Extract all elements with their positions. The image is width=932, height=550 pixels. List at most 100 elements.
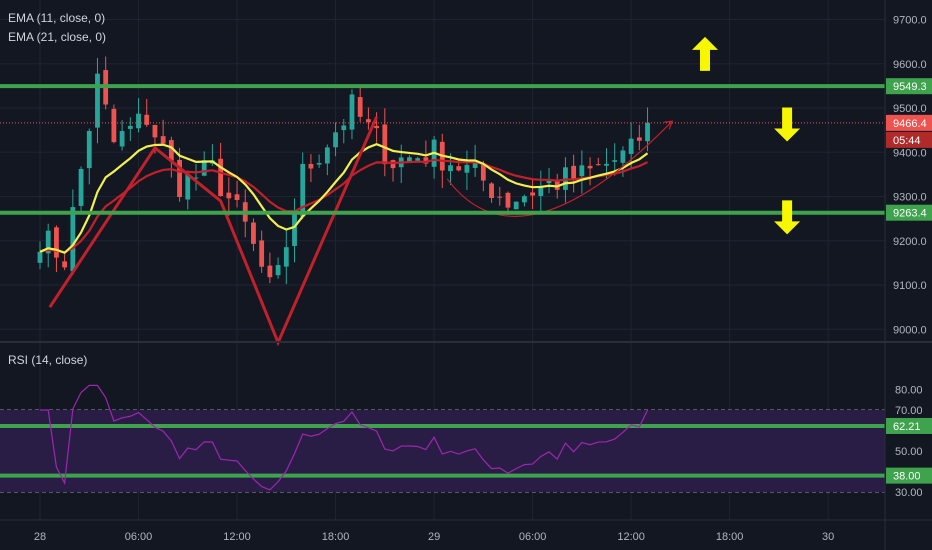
rsi-level-tag[interactable]: 62.21 [886,417,932,434]
candle[interactable] [349,94,355,130]
down-arrow-resistance[interactable] [774,107,801,142]
ema-slow-legend[interactable]: EMA (21, close, 0) [8,30,106,44]
candle[interactable] [636,137,642,141]
candle[interactable] [456,166,462,171]
candle[interactable] [45,230,51,254]
candle[interactable] [341,125,347,131]
candle[interactable] [267,265,273,278]
candle[interactable] [136,113,141,129]
candle[interactable] [480,164,486,181]
candle[interactable] [251,222,256,244]
candle[interactable] [201,160,207,176]
time-axis[interactable]: 28 06:00 12:00 18:00 29 06:00 12:00 18:00 30 [34,531,834,543]
rsi-line[interactable] [40,384,649,491]
candle[interactable] [37,251,43,263]
time-tick-label: 06:00 [125,531,153,543]
candle[interactable] [620,150,626,163]
candle[interactable] [546,179,552,184]
time-tick-label: 30 [822,531,834,543]
candle[interactable] [70,207,76,272]
candle[interactable] [530,192,535,196]
candle[interactable] [193,177,199,179]
candle[interactable] [86,130,92,169]
rsi-level-tag[interactable]: 38.00 [886,467,932,484]
candle[interactable] [472,161,478,168]
candle[interactable] [579,165,585,177]
svg-text:9466.4: 9466.4 [893,118,927,130]
candle[interactable] [111,108,117,143]
candle[interactable] [374,125,380,129]
candle[interactable] [292,213,297,246]
candle[interactable] [300,163,306,217]
candle[interactable] [415,158,421,161]
rsi-axis[interactable]: 80.00 70.00 50.00 30.00 62.21 38.00 [886,385,932,500]
candle[interactable] [226,192,232,199]
candle[interactable] [144,114,150,125]
candle[interactable] [448,165,453,172]
candle[interactable] [628,138,634,154]
candles[interactable] [37,56,650,285]
countdown-tag[interactable]: 05:44 [886,131,932,148]
candle[interactable] [333,132,338,148]
candle[interactable] [308,163,314,169]
price-tick-label: 9400.0 [893,147,927,159]
time-tick-label: 29 [428,531,440,543]
candle[interactable] [604,163,609,166]
candle[interactable] [185,174,191,200]
candle[interactable] [505,192,511,208]
candle[interactable] [571,165,577,180]
candle[interactable] [168,140,174,161]
candle[interactable] [521,196,527,203]
svg-text:05:44: 05:44 [893,135,921,147]
candle[interactable] [595,164,601,166]
candle[interactable] [423,157,429,164]
candle[interactable] [127,125,133,129]
ema-slow-line[interactable] [39,158,649,254]
candle[interactable] [645,122,650,142]
candle[interactable] [78,168,84,206]
price-axis[interactable]: 9700.0 9600.0 9500.0 9400.0 9300.0 9200.0 9100… [886,15,932,337]
candle[interactable] [612,160,618,162]
candle[interactable] [587,165,593,169]
candle[interactable] [464,164,470,173]
time-tick-label: 06:00 [519,531,547,543]
candle[interactable] [119,131,125,147]
candle[interactable] [283,247,289,267]
candle[interactable] [407,157,412,162]
candle[interactable] [95,73,100,128]
candle[interactable] [316,163,322,165]
ema-fast-legend[interactable]: EMA (11, close, 0) [8,11,105,25]
candle[interactable] [497,196,503,198]
candle[interactable] [177,159,182,198]
candle[interactable] [275,264,281,276]
down-arrow-support[interactable] [774,200,801,235]
candle[interactable] [54,227,59,258]
candle[interactable] [489,183,494,199]
candle[interactable] [62,261,68,268]
up-arrow[interactable] [692,36,719,71]
rsi-legend[interactable]: RSI (14, close) [8,353,87,367]
candle[interactable] [259,240,265,267]
price-tick-label: 9100.0 [893,280,927,292]
price-tick-label: 9300.0 [893,192,927,204]
candle[interactable] [160,136,166,144]
candle[interactable] [234,194,240,200]
price-tick-label: 9000.0 [893,324,927,336]
candle[interactable] [357,97,363,117]
candle[interactable] [538,185,544,197]
candle[interactable] [513,201,519,210]
zigzag-pattern[interactable] [48,116,378,347]
candle[interactable] [218,158,224,197]
ema-fast-line[interactable] [39,143,649,255]
svg-text:62.21: 62.21 [893,421,921,433]
last-price-tag[interactable]: 9466.4 [886,114,932,131]
drawings[interactable] [0,36,885,478]
candle[interactable] [152,124,158,138]
rsi-tick-label: 30.00 [895,487,923,499]
candle[interactable] [366,119,371,123]
candle[interactable] [382,124,388,165]
price-level-tag[interactable]: 9549.3 [886,78,932,95]
price-level-tag[interactable]: 9263.4 [886,204,932,221]
candle[interactable] [324,147,330,164]
